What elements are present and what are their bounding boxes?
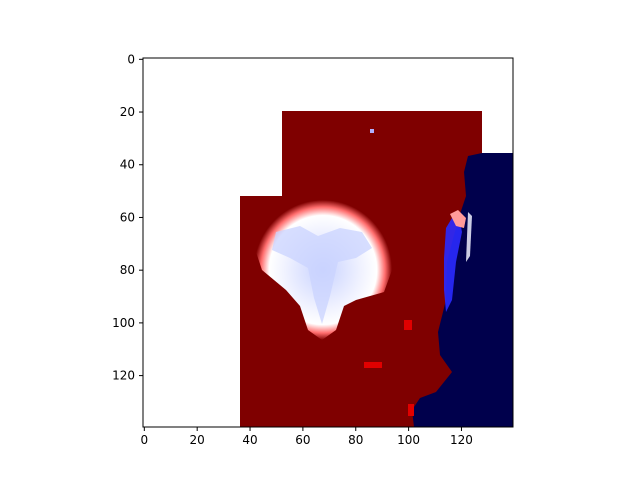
- x-tick-label: 120: [450, 433, 473, 447]
- y-tick-label: 120: [112, 369, 135, 383]
- axes-frame: [142, 57, 514, 428]
- speck: [364, 362, 382, 368]
- y-tick-label: 100: [112, 316, 135, 330]
- speck: [370, 129, 374, 133]
- boundary-highlight: [450, 210, 466, 228]
- speck: [408, 404, 414, 416]
- y-tick-label: 80: [120, 263, 135, 277]
- y-tick-label: 0: [127, 52, 135, 66]
- right-low-region: [412, 153, 513, 427]
- speck: [404, 320, 412, 330]
- x-tick-label: 80: [348, 433, 363, 447]
- y-tick-label: 40: [120, 158, 135, 172]
- plot-area: [143, 58, 513, 427]
- blob-core: [272, 226, 372, 324]
- boundary-streak: [444, 218, 462, 312]
- x-tick-label: 40: [242, 433, 257, 447]
- x-tick-label: 0: [141, 433, 149, 447]
- y-tick-label: 20: [120, 105, 135, 119]
- x-tick-label: 100: [397, 433, 420, 447]
- y-axis: 0 20 40 60 80 100 120: [112, 52, 143, 383]
- x-axis: 0 20 40 60 80 100 120: [141, 427, 473, 447]
- y-tick-label: 60: [120, 210, 135, 224]
- x-tick-label: 20: [190, 433, 205, 447]
- x-tick-label: 60: [295, 433, 310, 447]
- boundary-white-edge: [466, 212, 472, 262]
